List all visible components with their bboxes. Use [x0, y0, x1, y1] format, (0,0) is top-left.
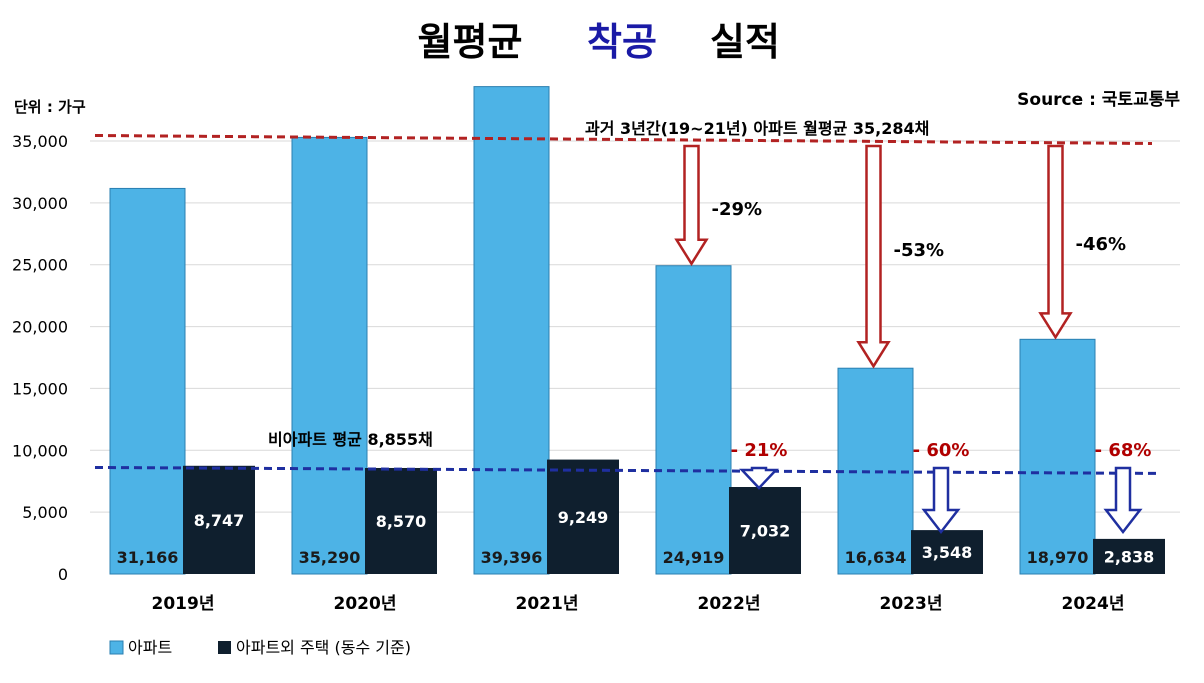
- bar-label-non-apt: 9,249: [558, 508, 609, 527]
- apt-change-label: -53%: [894, 240, 945, 261]
- legend: 아파트 아파트외 주택 (동수 기준): [109, 638, 411, 657]
- x-tick-label: 2022년: [698, 594, 761, 614]
- y-tick-label: 30,000: [12, 194, 68, 213]
- legend-label-non-apt: 아파트외 주택 (동수 기준): [236, 638, 411, 657]
- bar-label-non-apt: 3,548: [922, 543, 973, 562]
- change-arrows: -29% - 21% -53% - 60% -46% - 68%: [674, 144, 1152, 535]
- chart-title-part-1: 월평균: [418, 20, 523, 64]
- bar-apt: [655, 265, 732, 575]
- arrow-apt-drop: [1038, 144, 1073, 340]
- non-apt-change-label: - 21%: [731, 440, 788, 461]
- bar-label-apt: 24,919: [663, 548, 725, 567]
- legend-swatch-apt: [109, 640, 124, 655]
- arrow-non-apt-drop: [1103, 466, 1143, 535]
- bar-non-apt: [183, 465, 255, 574]
- y-tick-label: 0: [58, 565, 68, 584]
- bar-label-apt: 18,970: [1027, 548, 1089, 567]
- y-tick-label: 10,000: [12, 441, 68, 460]
- legend-swatch-non-apt: [218, 641, 231, 654]
- x-tick-label: 2019년: [152, 594, 215, 614]
- ref-label-apt: 과거 3년간(19~21년) 아파트 월평균 35,284채: [585, 119, 929, 138]
- bar-label-apt: 16,634: [845, 548, 907, 567]
- bar-label-non-apt: 7,032: [740, 522, 791, 541]
- bar-apt: [1019, 338, 1096, 575]
- x-tick-label: 2024년: [1062, 594, 1125, 614]
- x-tick-label: 2020년: [334, 594, 397, 614]
- y-tick-label: 5,000: [22, 503, 68, 522]
- bar-apt: [109, 187, 186, 575]
- bar-non-apt: [1093, 538, 1165, 574]
- arrow-non-apt-drop: [739, 466, 779, 490]
- bar-label-apt: 35,290: [299, 548, 361, 567]
- y-tick-label: 20,000: [12, 318, 68, 337]
- bar-non-apt: [547, 459, 619, 574]
- bar-label-apt: 31,166: [117, 548, 179, 567]
- legend-label-apt: 아파트: [128, 638, 172, 657]
- arrow-apt-drop: [674, 144, 709, 267]
- bars: 31,166 8,747 35,290 8,570 39,396 9,249 24,919 7…: [109, 86, 1165, 575]
- ref-label-non-apt: 비아파트 평균 8,855채: [268, 430, 433, 449]
- source-label: Source : 국토교통부: [1017, 90, 1180, 110]
- x-axis: 2019년 2020년 2021년 2022년 2023년 2024년: [152, 594, 1125, 614]
- bar-label-non-apt: 8,570: [376, 512, 427, 531]
- non-apt-change-label: - 68%: [1095, 440, 1152, 461]
- chart-title-part-2: 착공: [587, 20, 657, 64]
- bar-non-apt: [911, 530, 983, 574]
- bar-label-apt: 39,396: [481, 548, 543, 567]
- bar-apt: [291, 136, 368, 575]
- y-tick-label: 35,000: [12, 132, 68, 151]
- y-axis: 0 5,000 10,000 15,000 20,000 25,000 30,000 35,0…: [12, 132, 68, 584]
- apt-change-label: -29%: [712, 199, 763, 220]
- ref-line-apt: [94, 133, 1153, 145]
- y-tick-label: 25,000: [12, 256, 68, 275]
- bar-label-non-apt: 2,838: [1104, 547, 1155, 566]
- ref-line-non-apt: [94, 465, 1161, 475]
- arrow-apt-drop: [856, 144, 891, 369]
- chart-title-part-3: 실적: [710, 20, 780, 64]
- apt-change-label: -46%: [1076, 234, 1127, 255]
- x-tick-label: 2021년: [516, 594, 579, 614]
- bar-non-apt: [365, 467, 437, 574]
- non-apt-change-label: - 60%: [913, 440, 970, 461]
- y-tick-label: 15,000: [12, 379, 68, 398]
- arrow-non-apt-drop: [921, 466, 961, 535]
- bar-non-apt: [729, 487, 801, 574]
- bar-label-non-apt: 8,747: [194, 511, 245, 530]
- bar-apt: [473, 86, 550, 575]
- gridlines: [90, 140, 1180, 513]
- unit-label: 단위 : 가구: [14, 98, 86, 116]
- x-tick-label: 2023년: [880, 594, 943, 614]
